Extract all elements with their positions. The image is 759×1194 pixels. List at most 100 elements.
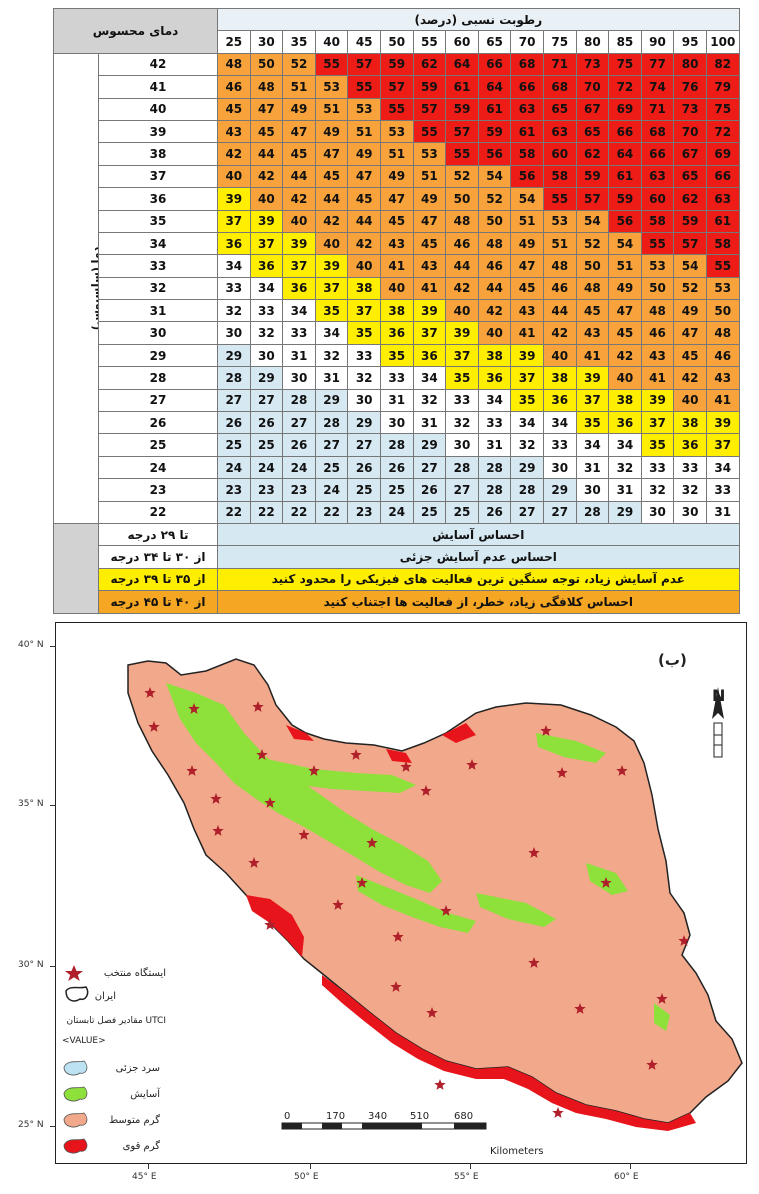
panel-label: (ب) bbox=[658, 651, 687, 669]
heat-index-cell: 41 bbox=[379, 254, 414, 278]
humidity-header-cell: 25 bbox=[217, 30, 251, 54]
heat-index-cell: 57 bbox=[412, 97, 447, 121]
heat-index-cell: 55 bbox=[347, 75, 381, 99]
heat-index-cell: 27 bbox=[282, 411, 316, 435]
humidity-header-cell: 55 bbox=[412, 30, 447, 54]
heat-index-cell: 33 bbox=[282, 321, 316, 345]
heat-index-cell: 25 bbox=[314, 455, 349, 480]
heat-index-cell: 34 bbox=[217, 254, 251, 278]
heat-index-cell: 30 bbox=[379, 411, 414, 435]
heat-index-cell: 37 bbox=[347, 299, 381, 323]
heat-index-cell: 27 bbox=[347, 433, 381, 457]
heat-index-cell: 45 bbox=[575, 299, 610, 323]
heat-index-cell: 28 bbox=[477, 455, 512, 480]
heat-index-cell: 37 bbox=[510, 366, 544, 390]
heat-index-cell: 39 bbox=[640, 388, 675, 413]
heat-index-cell: 45 bbox=[217, 97, 251, 121]
heat-index-cell: 44 bbox=[314, 187, 349, 211]
heat-index-cell: 42 bbox=[477, 299, 512, 323]
heat-index-cell: 27 bbox=[542, 500, 577, 524]
heat-index-cell: 65 bbox=[575, 119, 610, 144]
station-star-icon bbox=[392, 931, 404, 942]
station-star-icon bbox=[574, 1003, 586, 1014]
heat-table: دمای محسوس رطوبت نسبی (درصد) 25 30 35 40 45 50 5… bbox=[52, 7, 740, 614]
heat-index-cell: 62 bbox=[412, 52, 447, 77]
heat-index-cell: 58 bbox=[542, 164, 577, 189]
table-row: 34 36 37 39 40 42 43 45 46 48 49 51 52 54 55 57 58 bbox=[54, 231, 740, 256]
heat-index-cell: 66 bbox=[640, 142, 675, 166]
temperature-cell: 35 bbox=[97, 209, 219, 233]
heat-index-cell: 58 bbox=[510, 142, 544, 166]
heat-index-cell: 34 bbox=[314, 321, 349, 345]
heat-index-cell: 36 bbox=[673, 433, 707, 457]
heat-index-cell: 42 bbox=[542, 321, 577, 345]
legend-swatch-icon bbox=[63, 1060, 88, 1076]
heat-index-cell: 34 bbox=[477, 388, 512, 413]
temperature-cell: 39 bbox=[97, 119, 219, 144]
heat-index-cell: 32 bbox=[412, 388, 447, 413]
heat-index-cell: 46 bbox=[640, 321, 675, 345]
temperature-cell: 30 bbox=[97, 321, 219, 345]
station-star-icon bbox=[188, 703, 200, 714]
heat-index-cell: 46 bbox=[542, 276, 577, 301]
heat-index-cell: 51 bbox=[412, 164, 447, 189]
heat-index-cell: 32 bbox=[314, 343, 349, 368]
heat-index-cell: 44 bbox=[477, 276, 512, 301]
temperature-cell: 24 bbox=[97, 455, 219, 480]
heat-index-cell: 22 bbox=[217, 500, 251, 524]
longitude-label: 55° E bbox=[454, 1172, 479, 1182]
temperature-cell: 29 bbox=[97, 343, 219, 368]
table-row: 26 26 26 27 28 29 30 31 32 33 34 34 35 36 37 38 39 bbox=[54, 411, 740, 435]
heat-index-cell: 45 bbox=[412, 231, 447, 256]
station-star-icon bbox=[144, 687, 156, 698]
heat-index-cell: 71 bbox=[542, 52, 577, 77]
heat-index-cell: 30 bbox=[217, 321, 251, 345]
heat-index-cell: 33 bbox=[445, 388, 479, 413]
temperature-cell: 27 bbox=[97, 388, 219, 413]
humidity-header-cell: 30 bbox=[249, 30, 284, 54]
station-star-icon bbox=[440, 905, 452, 916]
heat-index-table: دمای محسوس رطوبت نسبی (درصد) 25 30 35 40 45 50 5… bbox=[52, 7, 740, 614]
heat-index-cell: 58 bbox=[640, 209, 675, 233]
heat-index-cell: 32 bbox=[249, 321, 284, 345]
heat-index-cell: 79 bbox=[705, 75, 740, 99]
heat-index-cell: 54 bbox=[608, 231, 642, 256]
station-star-icon bbox=[264, 797, 276, 808]
heat-index-cell: 64 bbox=[477, 75, 512, 99]
heat-index-cell: 23 bbox=[347, 500, 381, 524]
heat-index-cell: 39 bbox=[412, 299, 447, 323]
scale-tick-label: 680 bbox=[454, 1111, 473, 1122]
table-row: 40 45 47 49 51 53 55 57 59 61 63 65 67 69 71 73 75 bbox=[54, 97, 740, 121]
table-row: 37 40 42 44 45 47 49 51 52 54 56 58 59 61 63 65 66 bbox=[54, 164, 740, 189]
station-star-icon bbox=[210, 793, 222, 804]
humidity-header-cell: 35 bbox=[282, 30, 316, 54]
heat-index-cell: 28 bbox=[445, 455, 479, 480]
scale-tick-label: 340 bbox=[368, 1111, 387, 1122]
heat-index-cell: 59 bbox=[673, 209, 707, 233]
heat-index-cell: 50 bbox=[575, 254, 610, 278]
heat-index-cell: 57 bbox=[445, 119, 479, 144]
heat-index-cell: 30 bbox=[673, 500, 707, 524]
temperature-cell: 22 bbox=[97, 500, 219, 524]
humidity-header-cell: 65 bbox=[477, 30, 512, 54]
latitude-label: 25° N bbox=[18, 1120, 44, 1130]
table-row: 25 25 25 26 27 27 28 29 30 31 32 33 34 34 35 36 37 bbox=[54, 433, 740, 457]
heat-index-cell: 75 bbox=[608, 52, 642, 77]
heat-index-cell: 49 bbox=[282, 97, 316, 121]
heat-index-cell: 58 bbox=[705, 231, 740, 256]
heat-index-cell: 77 bbox=[640, 52, 675, 77]
hot-zone-khuzestan bbox=[246, 895, 304, 957]
heat-index-cell: 51 bbox=[379, 142, 414, 166]
heat-index-cell: 61 bbox=[445, 75, 479, 99]
heat-index-cell: 36 bbox=[608, 411, 642, 435]
heat-index-cell: 38 bbox=[379, 299, 414, 323]
heat-index-cell: 36 bbox=[379, 321, 414, 345]
heat-index-cell: 30 bbox=[347, 388, 381, 413]
station-star-icon bbox=[656, 993, 668, 1004]
heat-index-cell: 46 bbox=[477, 254, 512, 278]
heat-index-cell: 43 bbox=[412, 254, 447, 278]
heat-index-cell: 49 bbox=[314, 119, 349, 144]
humidity-header-cell: 90 bbox=[640, 30, 675, 54]
heat-index-cell: 50 bbox=[477, 209, 512, 233]
heat-index-cell: 40 bbox=[673, 388, 707, 413]
